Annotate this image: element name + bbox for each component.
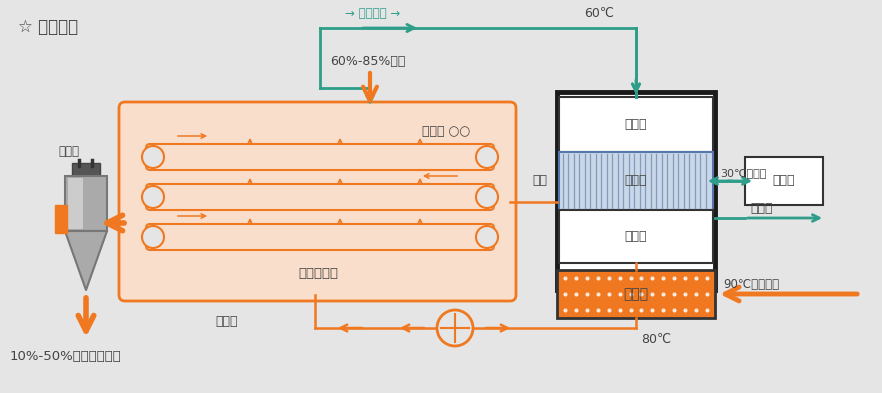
FancyBboxPatch shape <box>119 102 516 301</box>
Bar <box>557 92 715 290</box>
Circle shape <box>142 186 164 208</box>
Text: 回热器: 回热器 <box>624 118 647 131</box>
Circle shape <box>142 146 164 168</box>
Text: ☆ 工作原理: ☆ 工作原理 <box>18 18 78 36</box>
Text: 60%-85%湿泥: 60%-85%湿泥 <box>330 55 406 68</box>
Circle shape <box>476 186 498 208</box>
Text: 带式干燥器: 带式干燥器 <box>298 267 338 280</box>
Text: 80℃: 80℃ <box>641 333 671 346</box>
Circle shape <box>476 146 498 168</box>
Bar <box>559 152 713 210</box>
FancyBboxPatch shape <box>146 224 494 250</box>
Text: 热空气: 热空气 <box>215 315 237 328</box>
Bar <box>55 205 67 233</box>
Bar <box>559 97 713 152</box>
Text: 10%-50%干泥（可调）: 10%-50%干泥（可调） <box>10 350 122 363</box>
Text: 加热器: 加热器 <box>624 287 648 301</box>
Text: 成型机 ○○: 成型机 ○○ <box>422 125 470 138</box>
Text: 30℃冷却水: 30℃冷却水 <box>720 168 766 178</box>
Text: 冷凝水: 冷凝水 <box>750 202 773 215</box>
FancyBboxPatch shape <box>146 184 494 210</box>
Text: 冷却器: 冷却器 <box>624 174 647 187</box>
Bar <box>68 178 83 229</box>
Text: 回热器: 回热器 <box>624 230 647 243</box>
Text: 干料仓: 干料仓 <box>58 145 79 158</box>
Bar <box>745 157 823 205</box>
Text: 换热: 换热 <box>532 173 547 187</box>
Bar <box>65 176 107 231</box>
Text: 90℃余热热水: 90℃余热热水 <box>723 278 779 291</box>
Circle shape <box>476 226 498 248</box>
Text: → 空气循环 →: → 空气循环 → <box>345 7 400 20</box>
Circle shape <box>437 310 473 346</box>
Text: 60℃: 60℃ <box>584 7 614 20</box>
Bar <box>559 210 713 263</box>
Circle shape <box>142 226 164 248</box>
FancyBboxPatch shape <box>146 144 494 170</box>
Bar <box>557 270 715 318</box>
Bar <box>72 163 100 176</box>
Text: 冷却塔: 冷却塔 <box>773 174 796 187</box>
Polygon shape <box>65 231 107 290</box>
